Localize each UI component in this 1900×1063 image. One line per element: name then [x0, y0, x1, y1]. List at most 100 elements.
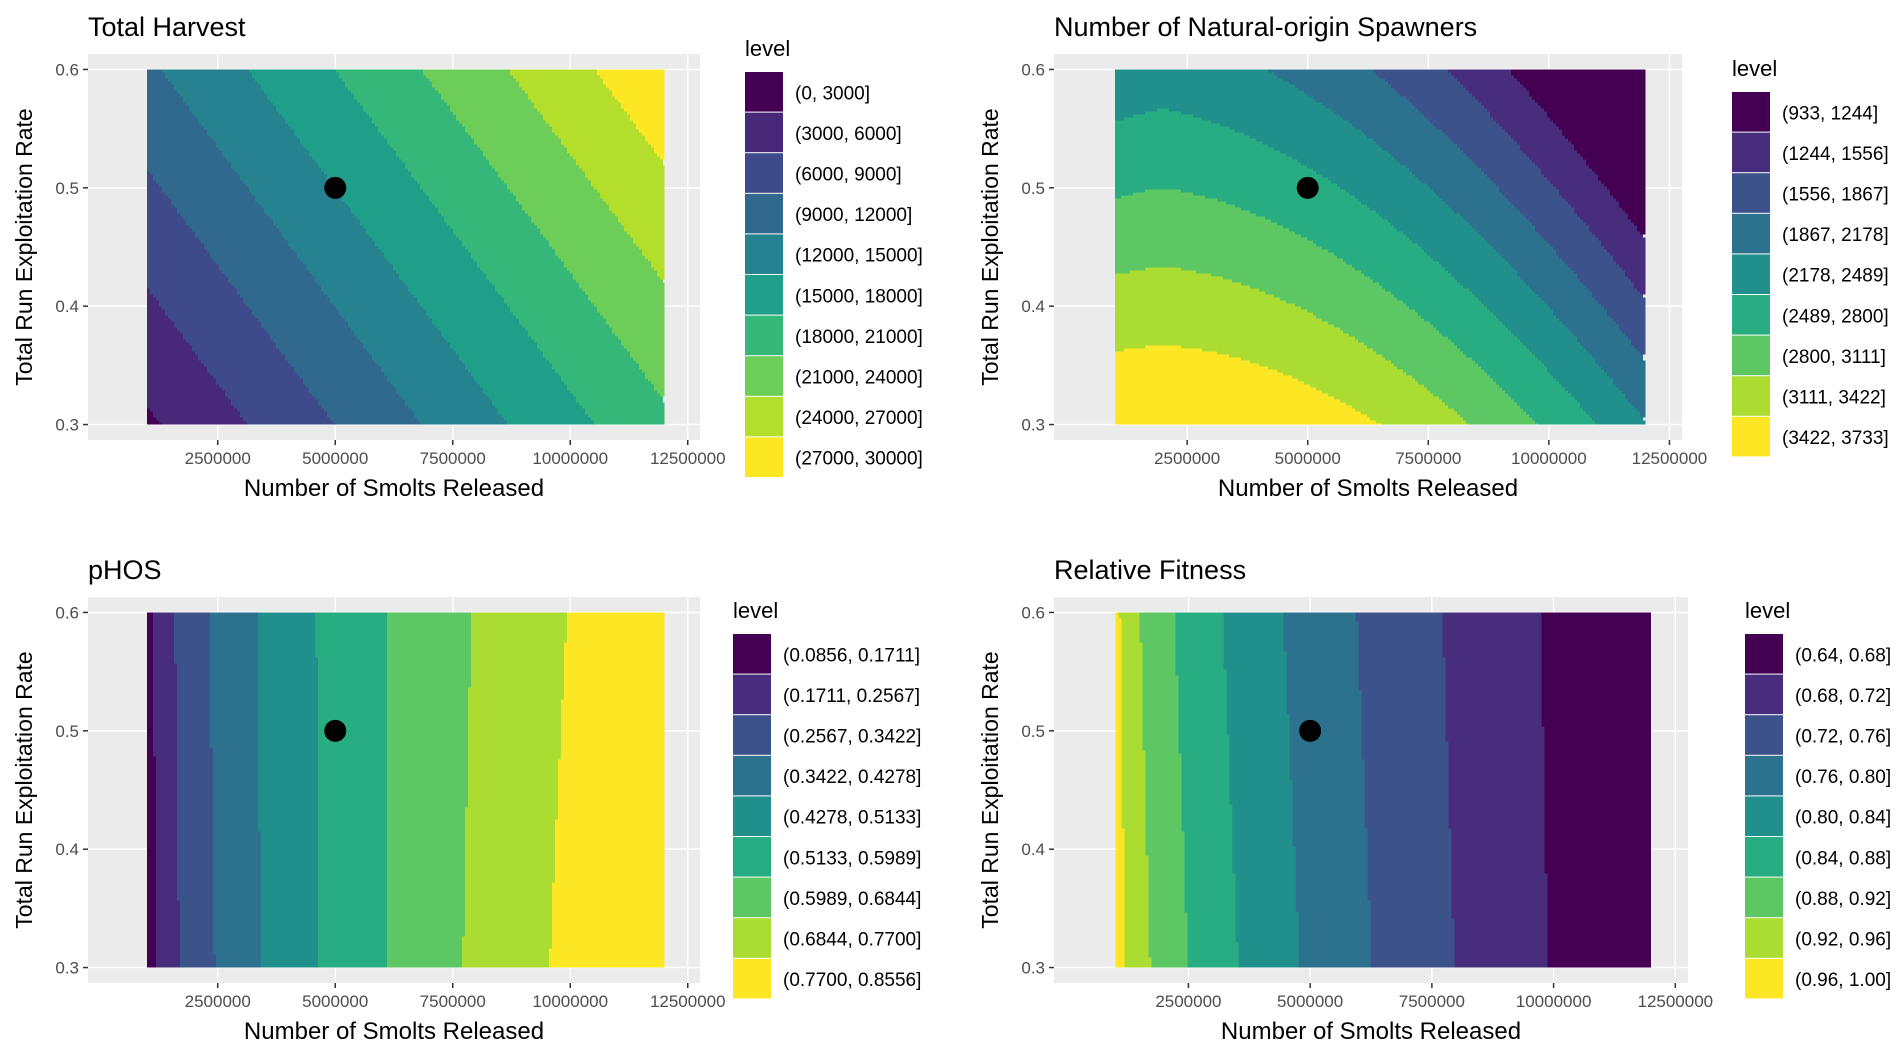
contour-band [1543, 174, 1598, 178]
contour-band [465, 834, 556, 838]
contour-band [294, 129, 379, 133]
contour-band [315, 636, 388, 640]
contour-band [1286, 693, 1362, 697]
contour-band [318, 927, 388, 931]
contour-band [624, 108, 665, 112]
contour-band [465, 807, 559, 811]
contour-band [1547, 963, 1651, 967]
contour-band [417, 300, 505, 304]
contour-band [1357, 339, 1451, 343]
contour-band [387, 654, 472, 658]
contour-band [1232, 861, 1296, 865]
contour-band [1195, 270, 1361, 274]
contour-band [1315, 387, 1427, 391]
contour-band [627, 231, 665, 235]
contour-band [180, 954, 217, 958]
contour-band [147, 276, 229, 280]
contour-band [1510, 396, 1574, 400]
contour-band [387, 876, 466, 880]
contour-band [147, 924, 157, 928]
contour-band [318, 834, 388, 838]
contour-band [213, 849, 262, 853]
contour-band [561, 702, 665, 706]
contour-band [1121, 636, 1140, 640]
contour-band [1390, 222, 1469, 226]
contour-band [1544, 807, 1651, 811]
contour-band [1121, 750, 1146, 754]
contour-band [1292, 840, 1368, 844]
contour-band [300, 258, 388, 262]
contour-band [210, 642, 259, 646]
contour-band [597, 306, 665, 310]
contour-band [147, 945, 157, 949]
contour-band [1235, 912, 1299, 916]
contour-band [318, 837, 388, 841]
contour-band [213, 846, 262, 850]
contour-band [243, 417, 331, 421]
contour-band [348, 204, 436, 208]
contour-band [1528, 93, 1646, 97]
contour-band [174, 618, 211, 622]
contour-band [549, 240, 634, 244]
contour-band [387, 813, 466, 817]
contour-band [465, 921, 553, 925]
contour-band [1345, 261, 1439, 265]
contour-band [1327, 177, 1418, 181]
legend-label: (0.5989, 0.6844] [783, 889, 921, 910]
contour-band [1121, 777, 1146, 781]
contour-band [1492, 312, 1553, 316]
contour-band [387, 807, 466, 811]
contour-band [147, 231, 196, 235]
contour-band [1114, 417, 1370, 421]
contour-band [1454, 918, 1548, 922]
contour-band [156, 942, 181, 946]
contour-band [153, 666, 178, 670]
contour-band [300, 375, 388, 379]
contour-band [147, 675, 154, 679]
contour-band [186, 219, 274, 223]
contour-band [1121, 756, 1146, 760]
contour-band [1223, 627, 1284, 631]
contour-band [396, 270, 484, 274]
contour-band [1420, 180, 1493, 184]
contour-band [1223, 630, 1284, 634]
legend-label: (0.76, 0.80] [1795, 767, 1891, 788]
legend-label: (27000, 30000] [795, 449, 923, 470]
contour-band [216, 378, 304, 382]
contour-band [1544, 804, 1651, 808]
contour-band [471, 627, 568, 631]
contour-band [1370, 948, 1455, 952]
contour-band [360, 222, 448, 226]
contour-band [1615, 321, 1646, 325]
contour-band [567, 624, 665, 628]
contour-band [213, 795, 259, 799]
contour-band [255, 78, 343, 82]
contour-band [1295, 852, 1368, 856]
contour-band [180, 939, 214, 943]
contour-band [564, 666, 665, 670]
contour-band [606, 201, 665, 205]
contour-band [1181, 807, 1233, 811]
contour-band [426, 312, 514, 316]
contour-band [1145, 804, 1182, 808]
contour-band [1184, 855, 1233, 859]
contour-band [318, 804, 388, 808]
contour-band [156, 777, 178, 781]
contour-band [147, 165, 232, 169]
contour-band [1544, 819, 1651, 823]
contour-band [504, 180, 592, 184]
contour-band [1298, 930, 1371, 934]
contour-band [1295, 894, 1368, 898]
contour-band [1370, 957, 1455, 961]
contour-band [273, 339, 361, 343]
contour-band [1411, 102, 1481, 106]
legend-key [1732, 92, 1770, 132]
contour-band [1187, 963, 1239, 967]
contour-band [453, 348, 541, 352]
contour-band [1115, 822, 1122, 826]
contour-band [1115, 876, 1125, 880]
contour-band [1121, 771, 1146, 775]
contour-band [1468, 222, 1532, 226]
contour-band [426, 309, 511, 313]
contour-band [1187, 948, 1239, 952]
